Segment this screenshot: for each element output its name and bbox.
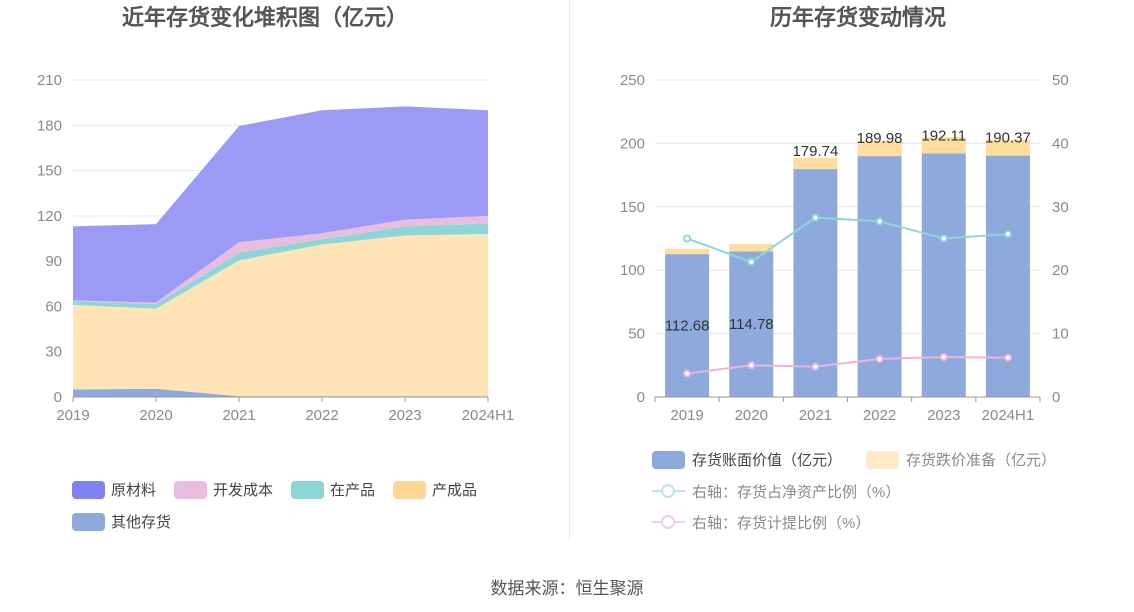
right-y2-tick-label: 30 bbox=[1052, 199, 1069, 216]
right-y2-tick-label: 10 bbox=[1052, 326, 1069, 343]
bar-impairment-reserve bbox=[857, 140, 902, 157]
line-point bbox=[683, 369, 692, 378]
bar-impairment-reserve bbox=[729, 243, 774, 252]
left-x-tick-label: 2022 bbox=[305, 407, 338, 424]
bar-book-value bbox=[729, 251, 774, 397]
right-x-tick-label: 2020 bbox=[735, 407, 768, 424]
line-point bbox=[747, 257, 756, 266]
legend-swatch-book-value bbox=[652, 451, 685, 469]
legend-swatch-其他存货 bbox=[72, 513, 105, 531]
right-x-tick-label: 2023 bbox=[927, 407, 960, 424]
right-y2-tick-label: 0 bbox=[1052, 389, 1060, 406]
left-y-tick-label: 210 bbox=[37, 72, 62, 89]
legend-label-原材料: 原材料 bbox=[111, 482, 156, 499]
bar-value-label: 179.74 bbox=[792, 143, 838, 160]
legend-label-开发成本: 开发成本 bbox=[213, 482, 273, 499]
area-在产品 bbox=[73, 223, 488, 309]
right-x-tick-label: 2024H1 bbox=[982, 407, 1035, 424]
right-y-tick-label: 100 bbox=[620, 262, 645, 279]
line-provision-ratio bbox=[686, 356, 1008, 375]
line-point bbox=[811, 362, 820, 371]
bar-value-label: 190.37 bbox=[985, 130, 1031, 147]
legend-label-net-asset: 右轴：存货占净资产比例（%） bbox=[692, 484, 900, 501]
right-y-tick-label: 0 bbox=[637, 389, 645, 406]
bar-impairment-reserve bbox=[665, 248, 710, 255]
line-point bbox=[1003, 230, 1012, 239]
left-chart-svg: 近年存货变化堆积图（亿元） 0 30 60 90 120 150 180 210 2019 2020… bbox=[37, 5, 515, 531]
left-y-tick-label: 150 bbox=[37, 163, 62, 180]
left-y-tick-label: 180 bbox=[37, 117, 62, 134]
legend-label-在产品: 在产品 bbox=[330, 482, 375, 499]
legend-swatch-在产品 bbox=[291, 481, 324, 499]
left-x-tick-label: 2019 bbox=[56, 407, 89, 424]
line-point bbox=[747, 361, 756, 370]
bar-value-label: 112.68 bbox=[665, 318, 710, 335]
right-y-tick-label: 250 bbox=[620, 72, 645, 89]
area-其他存货 bbox=[73, 388, 488, 397]
bar-impairment-reserve bbox=[985, 139, 1030, 156]
left-x-tick-label: 2024H1 bbox=[462, 407, 515, 424]
line-point bbox=[875, 217, 884, 226]
legend-swatch-impairment bbox=[866, 451, 899, 469]
left-x-tick-label: 2021 bbox=[222, 407, 255, 424]
line-net-asset-ratio bbox=[686, 216, 1008, 264]
right-y-tick-label: 200 bbox=[620, 135, 645, 152]
line-point bbox=[1003, 353, 1012, 362]
legend-label-其他存货: 其他存货 bbox=[111, 514, 171, 531]
line-point bbox=[939, 353, 948, 362]
legend-marker-net-asset bbox=[661, 484, 675, 498]
chart-divider bbox=[569, 0, 570, 540]
legend-swatch-开发成本 bbox=[174, 481, 207, 499]
left-y-tick-label: 30 bbox=[45, 344, 62, 361]
area-原材料 bbox=[73, 106, 488, 303]
legend-label-book-value: 存货账面价值（亿元） bbox=[692, 452, 842, 469]
left-y-tick-label: 90 bbox=[45, 253, 62, 270]
bar-value-label: 192.11 bbox=[921, 127, 966, 144]
right-chart-title: 历年存货变动情况 bbox=[770, 5, 946, 30]
line-point bbox=[939, 234, 948, 243]
bar-impairment-reserve bbox=[793, 157, 838, 170]
bar-value-label: 189.98 bbox=[857, 130, 903, 147]
left-y-tick-label: 0 bbox=[54, 389, 62, 406]
area-产成品 bbox=[73, 233, 488, 397]
left-y-tick-label: 120 bbox=[37, 208, 62, 225]
right-y2-tick-label: 40 bbox=[1052, 135, 1069, 152]
data-source-footer: 数据来源：恒生聚源 bbox=[490, 579, 644, 598]
right-y2-tick-label: 20 bbox=[1052, 262, 1069, 279]
left-x-tick-label: 2020 bbox=[139, 407, 172, 424]
right-y-tick-label: 50 bbox=[628, 326, 645, 343]
line-point bbox=[811, 213, 820, 222]
right-y-tick-label: 150 bbox=[620, 199, 645, 216]
right-x-tick-label: 2021 bbox=[799, 407, 832, 424]
bar-book-value bbox=[793, 169, 838, 397]
inventory-stacked-area-chart: 近年存货变化堆积图（亿元） 0 30 60 90 120 150 180 210 2019 2020… bbox=[0, 0, 570, 545]
bar-value-label: 114.78 bbox=[729, 316, 774, 333]
legend-label-impairment: 存货跌价准备（亿元） bbox=[906, 452, 1056, 469]
right-x-tick-label: 2022 bbox=[863, 407, 896, 424]
legend-swatch-产成品 bbox=[393, 481, 426, 499]
line-point bbox=[875, 354, 884, 363]
line-point bbox=[683, 234, 692, 243]
right-x-tick-label: 2019 bbox=[670, 407, 703, 424]
right-y2-tick-label: 50 bbox=[1052, 72, 1069, 89]
legend-label-provision: 右轴：存货计提比例（%） bbox=[692, 515, 870, 532]
right-chart-svg: 历年存货变动情况 0 50 100 150 200 250 0 10 20 30 40 50 2019 20… bbox=[620, 5, 1069, 532]
area-开发成本 bbox=[73, 215, 488, 305]
left-x-tick-label: 2023 bbox=[388, 407, 421, 424]
legend-label-产成品: 产成品 bbox=[432, 482, 477, 499]
left-y-tick-label: 60 bbox=[45, 298, 62, 315]
left-chart-title: 近年存货变化堆积图（亿元） bbox=[122, 5, 408, 30]
legend-marker-provision bbox=[661, 515, 675, 529]
inventory-change-bar-chart: 历年存货变动情况 0 50 100 150 200 250 0 10 20 30 40 50 2019 20… bbox=[570, 0, 1134, 545]
bar-impairment-reserve bbox=[921, 137, 966, 154]
legend-swatch-原材料 bbox=[72, 481, 105, 499]
